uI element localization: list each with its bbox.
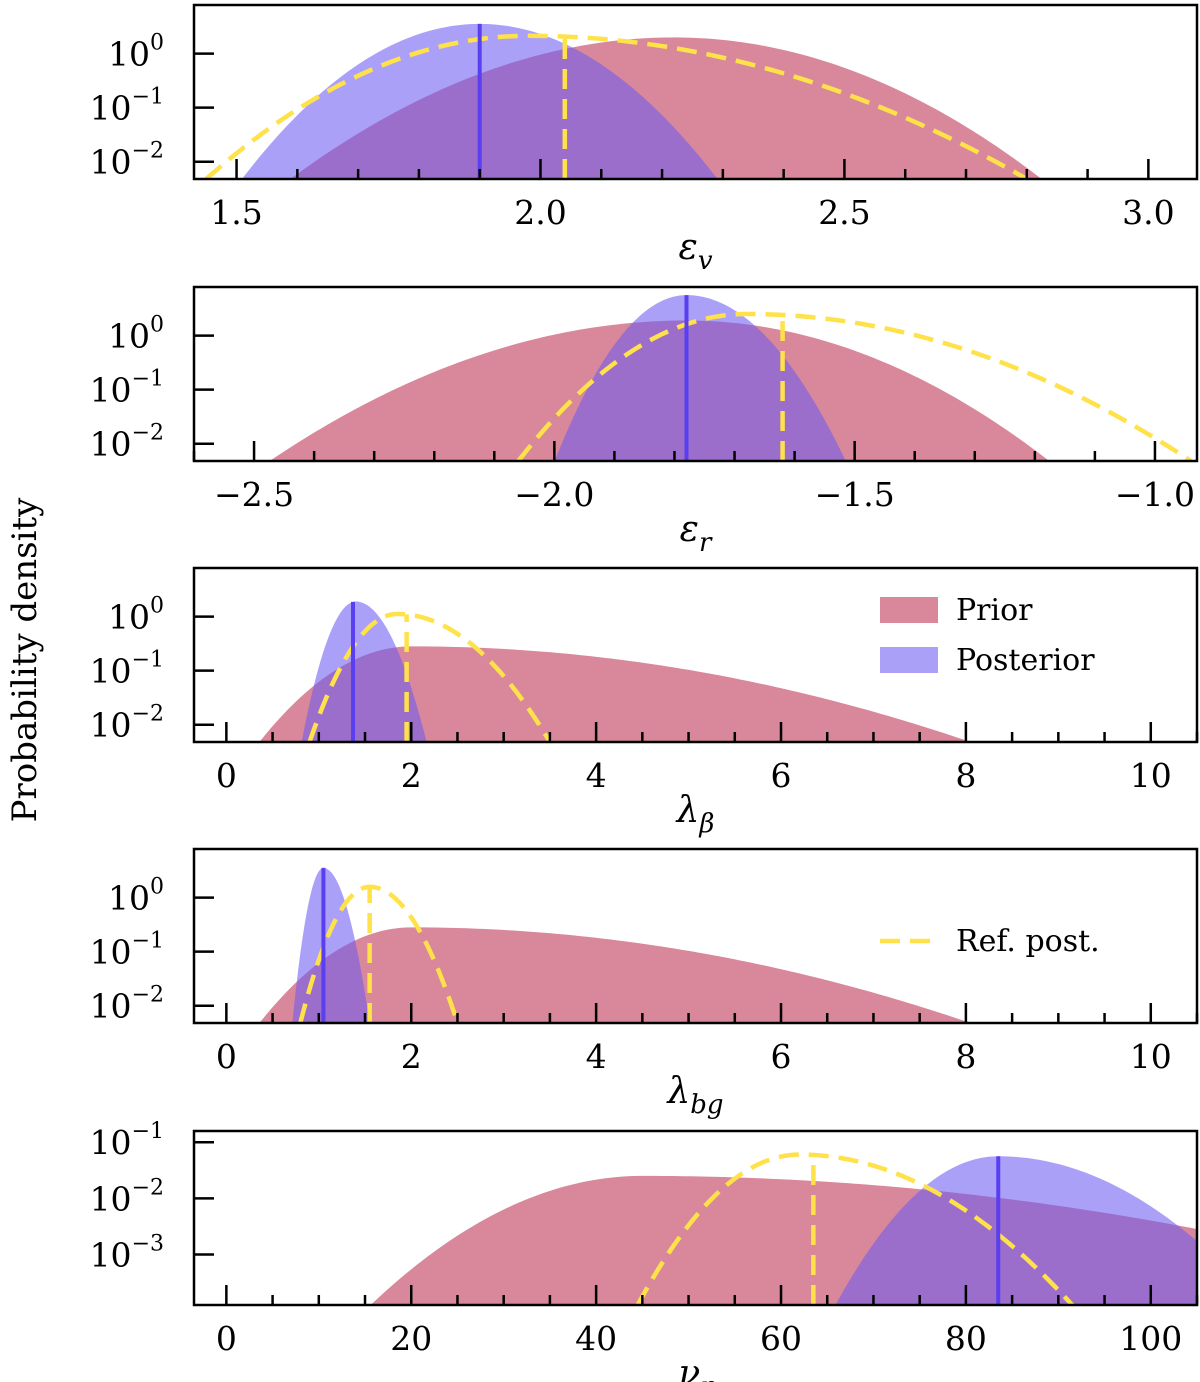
y-tick-label: 10−1 — [90, 367, 164, 410]
x-tick-label: 20 — [390, 1319, 432, 1358]
plot-area — [269, 295, 1193, 461]
axes-frame — [192, 3, 1199, 181]
legend-label: Ref. post. — [956, 924, 1100, 959]
y-tick-label: 100 — [108, 875, 164, 918]
y-tick-label: 10−1 — [90, 85, 164, 128]
x-tick-label: 1.5 — [210, 193, 262, 232]
axes-frame — [192, 566, 1199, 744]
y-axis-label: Probability density — [5, 497, 45, 822]
posterior-area — [301, 601, 427, 742]
y-tick-label: 10−1 — [90, 648, 164, 691]
x-tick-label: −1.5 — [815, 475, 895, 514]
axes-frame — [192, 1129, 1199, 1307]
y-tick-label: 10−2 — [90, 983, 164, 1026]
y-tick-label: 10−1 — [90, 1119, 164, 1162]
x-tick-label: 4 — [586, 1037, 607, 1076]
prior-area — [259, 646, 971, 742]
ref-posterior-line — [307, 611, 552, 742]
x-tick-label: 0 — [216, 1319, 237, 1358]
x-tick-label: 10 — [1130, 1037, 1172, 1076]
y-tick-label: 10−2 — [90, 702, 164, 745]
panel-nu_r: 0 20 40 60 80 100 10−1 10−2 10−3 νr — [90, 1119, 1199, 1382]
posterior-area — [835, 1156, 1197, 1305]
y-tick-label: 100 — [108, 594, 164, 637]
x-tick-label: 3.0 — [1122, 193, 1174, 232]
x-tick-label: −2.5 — [214, 475, 294, 514]
plot-area — [370, 1152, 1197, 1305]
x-tick-label: 0 — [216, 1037, 237, 1076]
ref-posterior-line — [204, 33, 1028, 179]
y-tick-label: 10−2 — [90, 421, 164, 464]
plot-area — [259, 601, 971, 742]
legend-label: Prior — [956, 593, 1033, 628]
plot-area — [204, 23, 1042, 179]
x-tick-label: 0 — [216, 756, 237, 795]
panel-epsilon_r: −2.5 −2.0 −1.5 −1.0 100 10−1 10−2 εr — [90, 285, 1199, 558]
y-tick-label: 10−1 — [90, 929, 164, 972]
x-tick-label: 40 — [575, 1319, 617, 1358]
legend-item-ref: Ref. post. — [880, 924, 1100, 959]
legend-label: Posterior — [956, 643, 1095, 678]
x-tick-label: 2.0 — [514, 193, 566, 232]
x-axis-label: νr — [678, 1353, 714, 1382]
ref-posterior-line — [516, 311, 1193, 461]
x-tick-label: 6 — [771, 1037, 792, 1076]
x-tick-label: −1.0 — [1115, 475, 1195, 514]
legend-item-posterior: Posterior — [880, 643, 1095, 678]
x-tick-label: 60 — [760, 1319, 802, 1358]
legend-swatch — [880, 597, 938, 623]
prior-area — [259, 927, 971, 1023]
y-tick-label: 100 — [108, 31, 164, 74]
y-tick-label: 10−3 — [90, 1231, 164, 1274]
x-tick-label: 100 — [1119, 1319, 1182, 1358]
x-axis-label: εr — [680, 509, 713, 558]
x-tick-label: 2.5 — [818, 193, 870, 232]
axes-frame — [192, 285, 1199, 463]
legend-swatch — [880, 647, 938, 673]
y-tick-label: 10−2 — [90, 139, 164, 182]
x-tick-label: 6 — [771, 756, 792, 795]
posterior-area — [554, 295, 846, 461]
ref-posterior-line — [298, 884, 460, 1023]
legend-item-prior: Prior — [880, 593, 1033, 628]
x-tick-label: 80 — [945, 1319, 987, 1358]
x-tick-label: 8 — [955, 1037, 976, 1076]
x-tick-label: 2 — [401, 756, 422, 795]
x-axis-label: λβ — [675, 790, 715, 839]
x-axis-label: εv — [678, 227, 712, 276]
plot-area — [259, 867, 971, 1023]
x-tick-label: 2 — [401, 1037, 422, 1076]
x-tick-label: −2.0 — [514, 475, 594, 514]
axes-frame — [192, 847, 1199, 1025]
x-tick-label: 4 — [586, 756, 607, 795]
y-tick-label: 100 — [108, 313, 164, 356]
x-tick-label: 10 — [1130, 756, 1172, 795]
y-tick-label: 10−2 — [90, 1175, 164, 1218]
x-axis-label: λbg — [665, 1071, 723, 1120]
panel-lambda_bg: 0 2 4 6 8 10 100 10−1 10−2 λbg Ref. post. — [90, 847, 1199, 1120]
panel-lambda_beta: 0 2 4 6 8 10 100 10−1 10−2 λβ Prior Posterior — [90, 566, 1199, 839]
panel-epsilon_v: 1.5 2.0 2.5 3.0 100 10−1 10−2 εv — [90, 3, 1199, 276]
x-tick-label: 8 — [955, 756, 976, 795]
